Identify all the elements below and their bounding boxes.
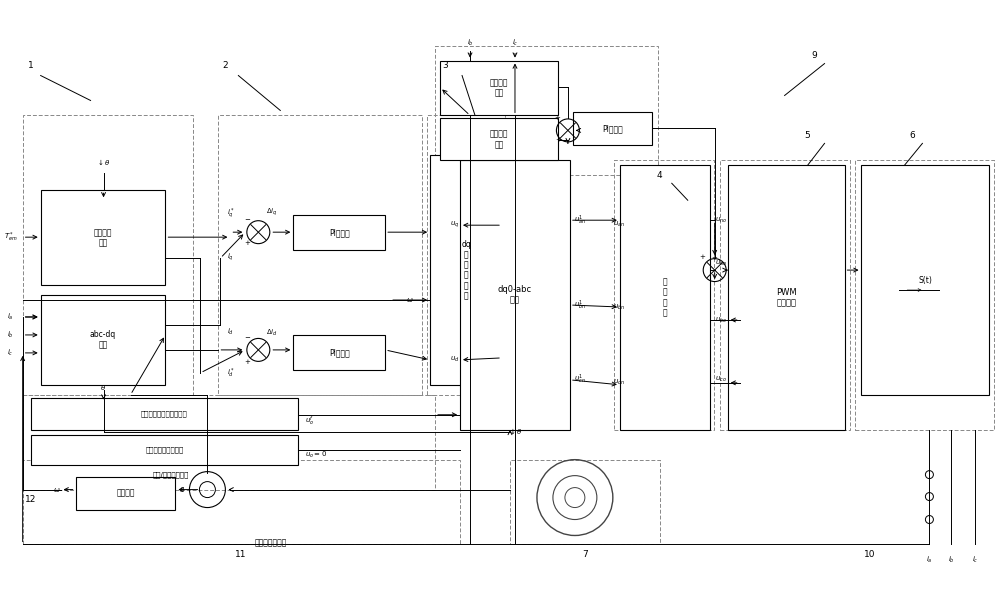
Text: $u_o=0$: $u_o=0$ xyxy=(305,450,327,460)
Bar xyxy=(440,118,558,160)
Text: $u^1_{an}$: $u^1_{an}$ xyxy=(574,214,586,227)
Text: $i_a$: $i_a$ xyxy=(7,312,14,322)
Text: $i_b$: $i_b$ xyxy=(467,38,473,47)
Text: 11: 11 xyxy=(235,550,246,559)
Text: 9: 9 xyxy=(812,51,817,60)
Bar xyxy=(861,165,989,395)
Text: $u^1_{bn}$: $u^1_{bn}$ xyxy=(574,298,586,312)
Text: $u_{cn}$: $u_{cn}$ xyxy=(613,378,625,387)
Text: −: − xyxy=(244,335,250,341)
Text: 转速计算: 转速计算 xyxy=(116,488,135,498)
Text: $\Delta i_d$: $\Delta i_d$ xyxy=(266,328,278,338)
Text: 2: 2 xyxy=(223,61,228,70)
Text: $i_c$: $i_c$ xyxy=(7,348,14,358)
Bar xyxy=(293,215,385,250)
Text: $i_c$: $i_c$ xyxy=(972,554,979,564)
Text: PI控制器: PI控制器 xyxy=(329,228,350,237)
Text: 1: 1 xyxy=(28,61,34,70)
Bar xyxy=(510,460,660,545)
Text: +: + xyxy=(700,254,706,260)
Text: +: + xyxy=(244,240,250,246)
Text: $T^*_{em}$: $T^*_{em}$ xyxy=(4,230,18,244)
Bar xyxy=(31,435,298,464)
Text: $i^*_q$: $i^*_q$ xyxy=(227,206,234,221)
Bar xyxy=(218,115,422,395)
Bar xyxy=(720,160,850,430)
Bar xyxy=(855,160,994,430)
Text: +: + xyxy=(244,359,250,365)
Bar xyxy=(41,190,165,285)
Text: PI控制器: PI控制器 xyxy=(602,124,623,134)
Text: $u_{co}$: $u_{co}$ xyxy=(715,375,727,384)
Text: $u_q$: $u_q$ xyxy=(450,220,460,230)
Text: $i^*_d$: $i^*_d$ xyxy=(227,366,234,379)
Text: 6: 6 xyxy=(910,131,915,140)
Text: $u_d$: $u_d$ xyxy=(450,355,460,365)
Text: $u_{an}$: $u_{an}$ xyxy=(613,219,625,229)
Text: 断相前正常零轴电压: 断相前正常零轴电压 xyxy=(145,447,184,453)
Text: PI控制器: PI控制器 xyxy=(329,348,350,357)
Text: +: + xyxy=(555,137,561,144)
Text: 转矩公式
查表: 转矩公式 查表 xyxy=(94,228,112,248)
Bar xyxy=(620,165,710,430)
Text: $u_{bn}$: $u_{bn}$ xyxy=(613,302,625,312)
Bar xyxy=(23,460,460,545)
Text: PWM
信号生成: PWM 信号生成 xyxy=(776,288,796,307)
Text: $u^f_o$: $u^f_o$ xyxy=(305,415,314,428)
Bar xyxy=(76,477,175,509)
Bar xyxy=(427,115,505,395)
Bar xyxy=(614,160,714,430)
Text: 转子位置传感器: 转子位置传感器 xyxy=(254,538,287,547)
Bar xyxy=(440,60,558,115)
Bar xyxy=(23,395,435,490)
Text: $u^1_{cn}$: $u^1_{cn}$ xyxy=(574,373,586,386)
Text: $i_q$: $i_q$ xyxy=(227,251,234,263)
Text: $u_{no}$: $u_{no}$ xyxy=(715,216,727,225)
Bar xyxy=(293,335,385,370)
Bar xyxy=(573,113,652,145)
Bar xyxy=(430,155,502,385)
Text: $\downarrow\theta$: $\downarrow\theta$ xyxy=(96,158,111,167)
Bar xyxy=(460,160,570,430)
Text: $i_d$: $i_d$ xyxy=(227,327,234,337)
Text: 电
压
变
换: 电 压 变 换 xyxy=(662,277,667,318)
Bar xyxy=(435,46,658,176)
Bar xyxy=(31,398,298,430)
Text: 10: 10 xyxy=(864,550,875,559)
Text: +: + xyxy=(554,115,560,121)
Text: $\downarrow\theta$: $\downarrow\theta$ xyxy=(508,427,522,436)
Text: −: − xyxy=(244,217,250,223)
Text: 4: 4 xyxy=(657,171,663,180)
Text: abc-dq
变换: abc-dq 变换 xyxy=(90,330,116,350)
Bar xyxy=(728,165,845,430)
Bar xyxy=(41,295,165,385)
Text: 7: 7 xyxy=(582,550,588,559)
Text: $i_a$: $i_a$ xyxy=(926,554,933,564)
Text: 3: 3 xyxy=(442,61,448,70)
Text: $i_b$: $i_b$ xyxy=(7,330,14,340)
Text: $i_b$: $i_b$ xyxy=(948,554,955,564)
Text: $\theta$: $\theta$ xyxy=(100,383,107,392)
Text: $i_c$: $i_c$ xyxy=(512,38,518,47)
Text: $\omega$: $\omega$ xyxy=(406,296,414,304)
Text: $u_{ao}$: $u_{ao}$ xyxy=(715,259,727,268)
Text: +: + xyxy=(712,255,718,261)
Text: 中线电流
计算: 中线电流 计算 xyxy=(490,78,508,98)
Text: 断相后零轴前馈电压计算: 断相后零轴前馈电压计算 xyxy=(141,410,188,417)
Text: $\Delta i_q$: $\Delta i_q$ xyxy=(266,206,278,218)
Text: $\theta$: $\theta$ xyxy=(179,485,185,494)
Text: $\omega$: $\omega$ xyxy=(53,485,60,493)
Bar xyxy=(23,115,193,395)
Text: S(t): S(t) xyxy=(918,275,932,285)
Text: $u_{bo}$: $u_{bo}$ xyxy=(715,315,727,325)
Text: dq0-abc
变换: dq0-abc 变换 xyxy=(498,285,532,305)
Text: 5: 5 xyxy=(805,131,810,140)
Text: 中线电流
查表: 中线电流 查表 xyxy=(490,130,508,149)
Text: dq
轴
电
压
计
算: dq 轴 电 压 计 算 xyxy=(461,240,471,301)
Text: 正常/故障电压切换: 正常/故障电压切换 xyxy=(152,471,189,478)
Text: 12: 12 xyxy=(25,495,36,504)
